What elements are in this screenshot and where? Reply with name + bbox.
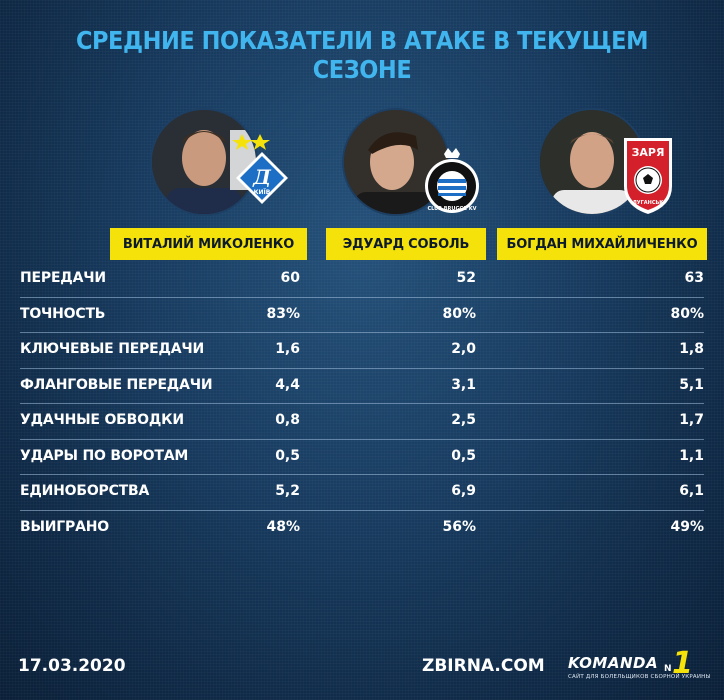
player-name-3: БОГДАН МИХАЙЛИЧЕНКО (497, 228, 707, 260)
stat-value-player-1: 0,8 (275, 412, 300, 428)
table-row: ПЕРЕДАЧИ 60 52 63 (20, 262, 704, 298)
table-row: ФЛАНГОВЫЕ ПЕРЕДАЧИ 4,4 3,1 5,1 (20, 369, 704, 404)
stat-label: УДАЧНЫЕ ОБВОДКИ (20, 412, 184, 428)
svg-text:КИЇВ: КИЇВ (254, 189, 271, 196)
stat-label: ВЫИГРАНО (20, 518, 109, 535)
svg-text:Д: Д (252, 165, 272, 189)
stat-value-player-1: 83% (266, 305, 300, 322)
stat-label: ЕДИНОБОРСТВА (20, 483, 150, 499)
svg-text:CLUB BRUGGE KV: CLUB BRUGGE KV (427, 206, 476, 212)
stat-value-player-1: 4,4 (275, 376, 300, 393)
stat-value-player-2: 2,5 (451, 412, 476, 428)
footer-date: 17.03.2020 (18, 656, 126, 676)
table-row: ТОЧНОСТЬ 83% 80% 80% (20, 298, 704, 333)
table-row: ВЫИГРАНО 48% 56% 49% (20, 511, 704, 546)
stat-value-player-1: 60 (280, 270, 300, 286)
stats-table: ПЕРЕДАЧИ 60 52 63 ТОЧНОСТЬ 83% 80% 80% К… (20, 262, 704, 545)
page-title: СРЕДНИЕ ПОКАЗАТЕЛИ В АТАКЕ В ТЕКУЩЕМ СЕЗ… (75, 26, 649, 84)
player-photo-1 (150, 108, 258, 216)
brand-n: N (664, 664, 672, 674)
stat-value-player-3: 6,1 (679, 483, 704, 499)
table-row: КЛЮЧЕВЫЕ ПЕРЕДАЧИ 1,6 2,0 1,8 (20, 333, 704, 369)
svg-text:ЗАРЯ: ЗАРЯ (632, 146, 665, 159)
brand-number: 1 (672, 646, 693, 681)
stat-label: ПЕРЕДАЧИ (20, 270, 106, 286)
stat-value-player-2: 52 (456, 270, 476, 286)
stat-value-player-2: 80% (442, 305, 476, 322)
stat-value-player-2: 6,9 (451, 483, 476, 499)
stat-value-player-3: 1,1 (679, 447, 704, 464)
stat-label: КЛЮЧЕВЫЕ ПЕРЕДАЧИ (20, 341, 205, 357)
stat-value-player-2: 56% (442, 518, 476, 535)
stat-value-player-1: 0,5 (275, 447, 300, 464)
brand-name: KOMANDA (568, 654, 659, 672)
stat-value-player-2: 2,0 (451, 341, 476, 357)
table-row: УДАРЫ ПО ВОРОТАМ 0,5 0,5 1,1 (20, 440, 704, 475)
svg-text:ЛУГАНСЬК: ЛУГАНСЬК (633, 200, 665, 206)
stat-value-player-3: 80% (670, 305, 704, 322)
table-row: ЕДИНОБОРСТВА 5,2 6,9 6,1 (20, 475, 704, 511)
stat-value-player-1: 48% (266, 518, 300, 535)
stat-label: ТОЧНОСТЬ (20, 305, 106, 322)
stat-value-player-3: 49% (670, 518, 704, 535)
player-name-1: ВИТАЛИЙ МИКОЛЕНКО (110, 228, 307, 260)
stat-label: УДАРЫ ПО ВОРОТАМ (20, 447, 189, 464)
player-name-2: ЭДУАРД СОБОЛЬ (326, 228, 486, 260)
table-row: УДАЧНЫЕ ОБВОДКИ 0,8 2,5 1,7 (20, 404, 704, 440)
club-brugge-badge-icon: CLUB BRUGGE KV (422, 148, 482, 219)
stat-value-player-3: 63 (684, 270, 704, 286)
footer-site-link[interactable]: ZBIRNA.COM (422, 656, 545, 676)
stat-value-player-2: 3,1 (451, 376, 476, 393)
brand-subtitle: САЙТ ДЛЯ БОЛЕЛЬЩИКОВ СБОРНОЙ УКРАИНЫ (568, 674, 711, 680)
stat-value-player-3: 5,1 (679, 376, 704, 393)
stat-label: ФЛАНГОВЫЕ ПЕРЕДАЧИ (20, 376, 213, 393)
stat-value-player-3: 1,8 (679, 341, 704, 357)
zorya-luhansk-badge-icon: ЗАРЯ ЛУГАНСЬК (620, 136, 676, 219)
stat-value-player-2: 0,5 (451, 447, 476, 464)
komanda-logo: KOMANDA N 1 САЙТ ДЛЯ БОЛЕЛЬЩИКОВ СБОРНОЙ… (568, 646, 718, 692)
stat-value-player-1: 5,2 (275, 483, 300, 499)
stat-value-player-3: 1,7 (679, 412, 704, 428)
dynamo-kyiv-badge-icon: Д КИЇВ (232, 130, 292, 209)
stat-value-player-1: 1,6 (275, 341, 300, 357)
